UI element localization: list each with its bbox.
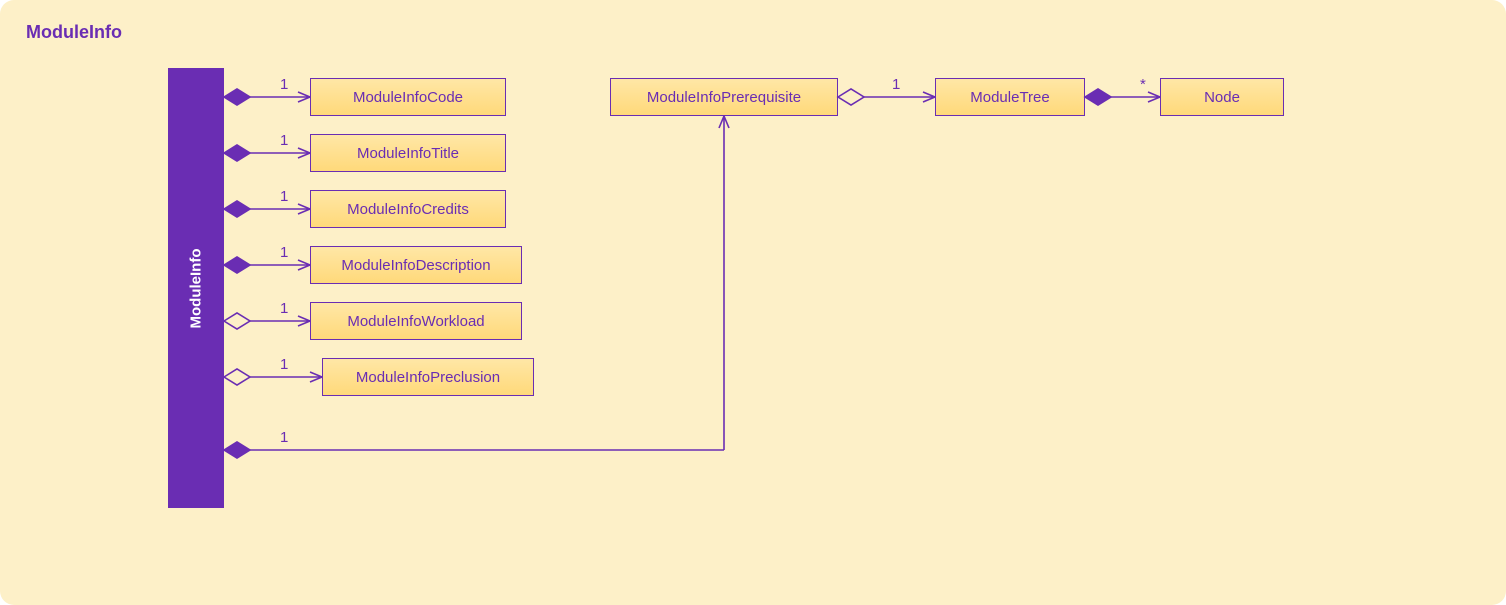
box-node: Node xyxy=(1160,78,1284,116)
box-module-info-title: ModuleInfoTitle xyxy=(310,134,506,172)
mult-preclusion: 1 xyxy=(280,356,288,373)
diagram-title: ModuleInfo xyxy=(26,22,122,43)
mult-node: * xyxy=(1140,76,1146,93)
box-module-info-code: ModuleInfoCode xyxy=(310,78,506,116)
mult-moduletree: 1 xyxy=(892,76,900,93)
mult-description: 1 xyxy=(280,244,288,261)
mult-title: 1 xyxy=(280,132,288,149)
box-module-info-credits: ModuleInfoCredits xyxy=(310,190,506,228)
box-module-info-preclusion: ModuleInfoPreclusion xyxy=(322,358,534,396)
mult-workload: 1 xyxy=(280,300,288,317)
module-info-bar-label: ModuleInfo xyxy=(188,248,205,328)
box-module-tree: ModuleTree xyxy=(935,78,1085,116)
module-info-bar: ModuleInfo xyxy=(168,68,224,508)
mult-code: 1 xyxy=(280,76,288,93)
box-module-info-workload: ModuleInfoWorkload xyxy=(310,302,522,340)
mult-credits: 1 xyxy=(280,188,288,205)
box-module-info-prerequisite: ModuleInfoPrerequisite xyxy=(610,78,838,116)
mult-prerequisite: 1 xyxy=(280,429,288,446)
diagram-canvas: ModuleInfo ModuleInfo ModuleInfoCode Mod… xyxy=(0,0,1506,605)
box-module-info-description: ModuleInfoDescription xyxy=(310,246,522,284)
